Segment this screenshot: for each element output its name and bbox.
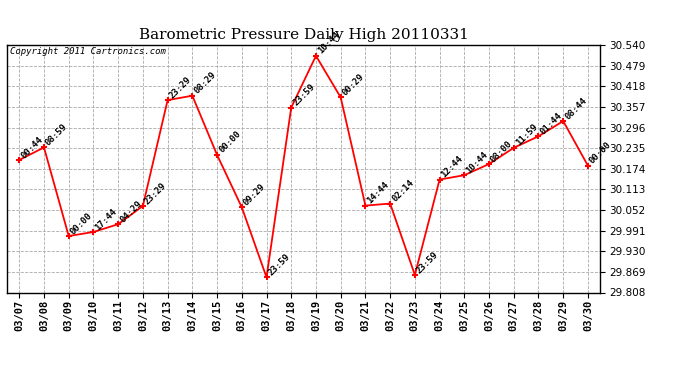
- Text: 04:29: 04:29: [118, 199, 144, 224]
- Text: 00:00: 00:00: [588, 140, 613, 166]
- Text: 02:14: 02:14: [390, 178, 415, 204]
- Text: 14:44: 14:44: [366, 180, 391, 206]
- Text: Copyright 2011 Cartronics.com: Copyright 2011 Cartronics.com: [10, 48, 166, 57]
- Text: 23:59: 23:59: [415, 249, 440, 275]
- Text: 08:00: 08:00: [489, 139, 515, 164]
- Text: 00:29: 00:29: [341, 72, 366, 98]
- Text: 23:59: 23:59: [266, 252, 292, 277]
- Text: 08:59: 08:59: [44, 122, 70, 147]
- Text: 10:44: 10:44: [464, 150, 490, 175]
- Text: 00:00: 00:00: [69, 211, 94, 236]
- Text: 00:44: 00:44: [19, 135, 45, 160]
- Text: 08:29: 08:29: [193, 70, 218, 96]
- Text: 10:44: 10:44: [316, 30, 342, 56]
- Title: Barometric Pressure Daily High 20110331: Barometric Pressure Daily High 20110331: [139, 28, 469, 42]
- Text: 00:00: 00:00: [217, 129, 242, 155]
- Text: 11:59: 11:59: [514, 122, 539, 148]
- Text: 08:44: 08:44: [563, 96, 589, 121]
- Text: 23:29: 23:29: [143, 181, 168, 206]
- Text: 01:44: 01:44: [538, 111, 564, 136]
- Text: 17:44: 17:44: [93, 207, 119, 232]
- Text: 12:44: 12:44: [440, 154, 465, 180]
- Text: 09:29: 09:29: [241, 182, 267, 207]
- Text: 23:29: 23:29: [168, 75, 193, 100]
- Text: 23:59: 23:59: [291, 82, 317, 108]
